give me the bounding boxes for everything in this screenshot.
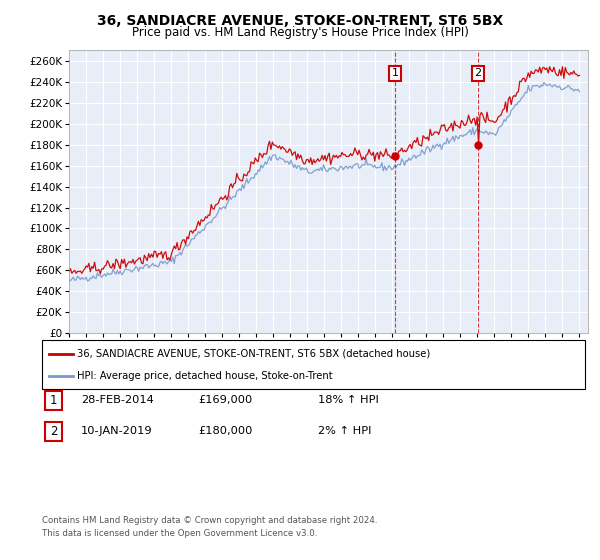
Text: 2% ↑ HPI: 2% ↑ HPI [318,426,371,436]
Text: 36, SANDIACRE AVENUE, STOKE-ON-TRENT, ST6 5BX: 36, SANDIACRE AVENUE, STOKE-ON-TRENT, ST… [97,14,503,28]
Text: 18% ↑ HPI: 18% ↑ HPI [318,395,379,405]
Text: £169,000: £169,000 [198,395,252,405]
Text: 1: 1 [392,68,398,78]
Text: £180,000: £180,000 [198,426,253,436]
Text: 2: 2 [50,424,58,438]
Text: 2: 2 [475,68,481,78]
Text: HPI: Average price, detached house, Stoke-on-Trent: HPI: Average price, detached house, Stok… [77,371,332,381]
Text: This data is licensed under the Open Government Licence v3.0.: This data is licensed under the Open Gov… [42,529,317,538]
Text: 36, SANDIACRE AVENUE, STOKE-ON-TRENT, ST6 5BX (detached house): 36, SANDIACRE AVENUE, STOKE-ON-TRENT, ST… [77,349,430,359]
Text: 1: 1 [50,394,58,407]
Text: Price paid vs. HM Land Registry's House Price Index (HPI): Price paid vs. HM Land Registry's House … [131,26,469,39]
Text: 28-FEB-2014: 28-FEB-2014 [81,395,154,405]
Text: Contains HM Land Registry data © Crown copyright and database right 2024.: Contains HM Land Registry data © Crown c… [42,516,377,525]
Text: 10-JAN-2019: 10-JAN-2019 [81,426,152,436]
